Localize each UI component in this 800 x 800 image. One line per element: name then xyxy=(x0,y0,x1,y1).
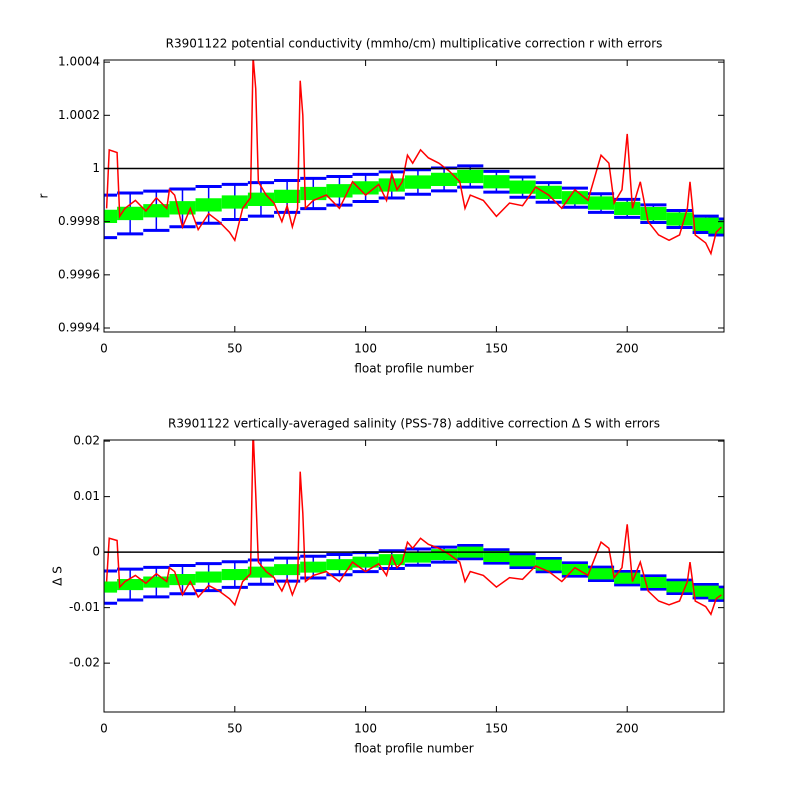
x-tick-label: 50 xyxy=(227,722,242,736)
chart-title: R3901122 potential conductivity (mmho/cm… xyxy=(166,37,663,51)
plot-area xyxy=(104,440,724,616)
y-tick-label: 1.0002 xyxy=(58,108,100,122)
y-tick-label: -0.02 xyxy=(69,656,100,670)
x-tick-label: 200 xyxy=(616,342,639,356)
x-tick-label: 150 xyxy=(485,342,508,356)
y-tick-label: 0.02 xyxy=(73,434,100,448)
x-axis-label: float profile number xyxy=(354,742,473,756)
data-line xyxy=(105,440,722,616)
x-tick-label: 150 xyxy=(485,722,508,736)
data-line xyxy=(105,60,722,256)
y-tick-label: 1 xyxy=(92,161,100,175)
x-tick-label: 0 xyxy=(100,342,108,356)
y-tick-label: 0.9994 xyxy=(58,321,100,335)
x-axis-label: float profile number xyxy=(354,362,473,376)
error-bar xyxy=(104,193,118,240)
y-tick-label: 0 xyxy=(92,545,100,559)
y-tick-label: 1.0004 xyxy=(58,55,100,69)
x-tick-label: 50 xyxy=(227,342,242,356)
axes-frame xyxy=(103,59,725,333)
y-axis-label: r xyxy=(37,193,51,198)
y-tick-label: 0.01 xyxy=(73,489,100,503)
y-tick-label: 0.9998 xyxy=(58,214,100,228)
x-tick-label: 0 xyxy=(100,722,108,736)
error-bar xyxy=(104,569,118,605)
axes-frame xyxy=(103,439,725,713)
plot-area xyxy=(104,60,724,256)
x-tick-label: 200 xyxy=(616,722,639,736)
y-axis-label: Δ S xyxy=(51,566,65,586)
y-tick-label: -0.01 xyxy=(69,600,100,614)
chart-title: R3901122 vertically-averaged salinity (P… xyxy=(168,417,660,431)
y-tick-label: 0.9996 xyxy=(58,267,100,281)
x-tick-label: 100 xyxy=(354,342,377,356)
x-tick-label: 100 xyxy=(354,722,377,736)
